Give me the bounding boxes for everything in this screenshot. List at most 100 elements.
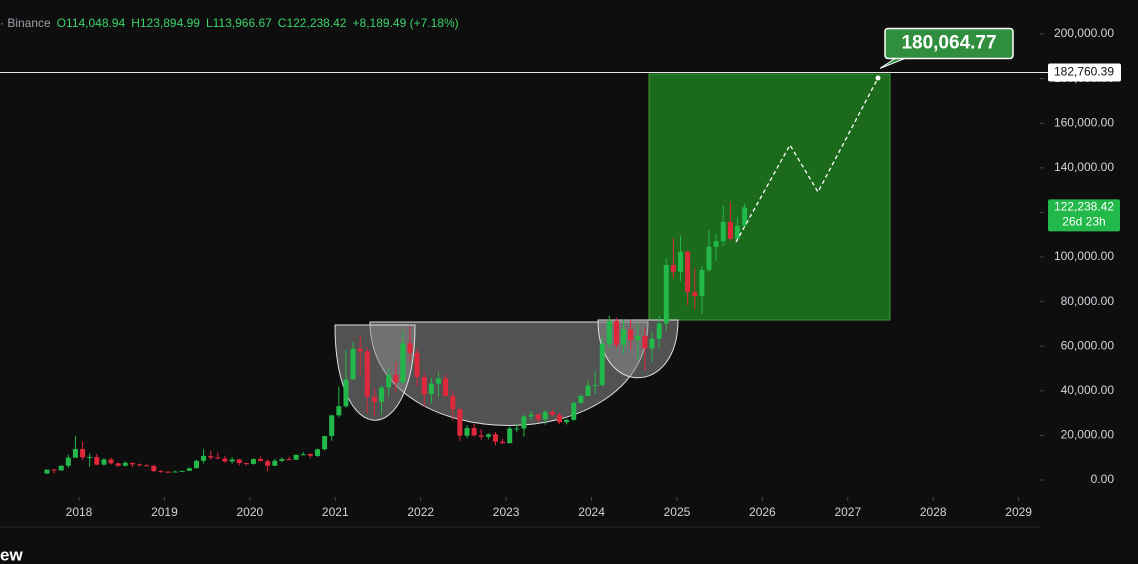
candle-body [379,387,385,402]
candle-body [678,251,684,272]
x-tick-label: 2026 [749,505,776,519]
candle-body [585,385,591,396]
candle-body [393,374,399,383]
candle-body [478,435,484,437]
candle-body [279,459,285,461]
candle-body [115,463,121,466]
x-tick-label: 2029 [1005,505,1032,519]
candle-body [322,436,328,450]
candle-body [243,463,249,465]
candle-body [635,335,641,340]
candle-body [457,409,463,436]
x-tick-label: 2022 [407,505,434,519]
price-tag-label: 182,760.39 [1054,65,1114,79]
candle-body [172,471,178,473]
candle-body [215,457,221,459]
projection-point [875,75,881,81]
candle-body [51,469,57,471]
candle-body [613,321,619,345]
y-tick-label: 40,000.00 [1061,383,1115,397]
candle-body [307,454,313,456]
y-tick-label: 100,000.00 [1054,249,1114,263]
candle-body [507,428,513,444]
legend: · Binance O114,048.94 H123,894.99 L113,966.… [0,16,465,30]
candle-body [435,378,441,384]
candle-body [72,449,78,458]
candle-body [208,455,214,458]
y-tick-label: 60,000.00 [1061,338,1115,352]
candle-body [514,428,520,430]
y-tick-label: 200,000.00 [1054,26,1114,40]
candle-body [656,323,662,339]
price-tag [1048,63,1121,82]
x-tick-label: 2021 [322,505,349,519]
candle-body [663,265,669,324]
candle-body [364,351,370,397]
candle-body [535,414,541,420]
legend-item: C122,238.42 [277,16,347,30]
candle-body [371,396,377,402]
candle-body [158,471,164,473]
target-label: 180,064.77 [901,32,996,53]
candle-body [727,221,733,239]
last-price-tag [1048,199,1120,232]
candle-body [80,449,86,458]
candle-body [350,348,356,380]
candle-body [201,455,207,461]
candle-body [699,269,705,297]
candle-body [222,458,228,462]
candle-body [685,251,691,293]
candle-body [265,461,271,466]
candle-body [151,465,157,472]
candle-body [129,462,135,465]
candle-body [521,416,527,429]
candle-body [500,441,506,444]
candle-body [485,434,491,437]
axes: 0.00 20,000.00 40,000.00 60,000.00 80,000.00… [66,26,1121,519]
x-tick-label: 2027 [834,505,861,519]
candle-body [407,343,413,353]
last-price-label: 122,238.42 [1054,200,1114,214]
candle-body [734,225,740,239]
candle-body [713,241,719,247]
candle-body [179,470,185,472]
candle-body [122,462,128,466]
candle-body [386,374,392,388]
candle-body [343,379,349,407]
candles [44,202,748,475]
candle-body [293,454,299,460]
candle-body [528,414,534,417]
candle-body [65,457,71,466]
candle-body [101,459,107,465]
candle-body [621,329,627,345]
candle-body [300,454,306,456]
candle-body [450,396,456,410]
candle-body [464,428,470,436]
candle-body [329,415,335,437]
y-tick-label: 160,000.00 [1054,115,1114,129]
candle-body [649,338,655,349]
candle-body [236,459,242,464]
x-tick-label: 2024 [578,505,605,519]
candle-body [315,449,321,456]
candle-body [400,343,406,383]
x-tick-label: 2025 [664,505,691,519]
candle-body [599,343,605,386]
legend-item: O114,048.94 [56,16,126,30]
legend-item: · Binance [0,16,51,30]
x-tick-label: 2023 [493,505,520,519]
candle-body [443,378,449,397]
candle-body [193,460,199,469]
candle-body [592,385,598,387]
candle-body [642,335,648,349]
target-callout [884,27,1014,60]
candle-body [87,457,93,459]
candle-body [706,246,712,270]
candle-body [421,376,427,395]
candle-body [628,329,634,340]
candle-body [286,459,292,461]
candle-body [94,457,100,465]
candle-body [542,411,548,420]
